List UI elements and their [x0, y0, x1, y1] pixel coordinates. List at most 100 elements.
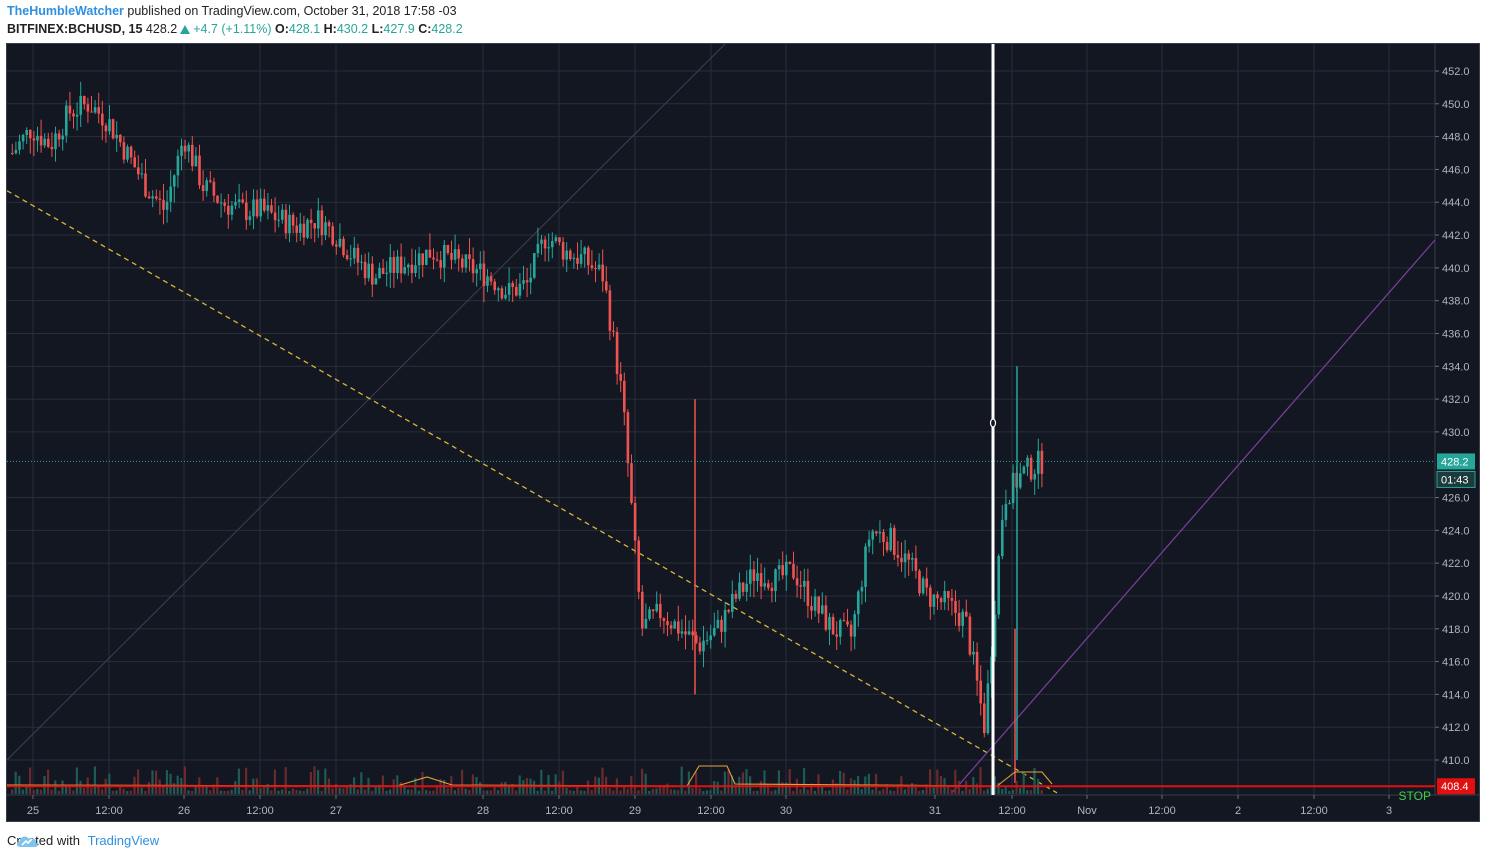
candle-body — [741, 582, 745, 592]
candle-body — [464, 254, 468, 268]
up-arrow-icon — [180, 25, 191, 34]
volume-bar — [25, 785, 28, 794]
volume-bar — [921, 789, 924, 794]
candle-body — [245, 202, 248, 221]
volume-bar — [734, 786, 737, 794]
candle-body — [561, 242, 565, 260]
candle-body — [763, 583, 766, 587]
candle-body — [1022, 466, 1026, 474]
low-label: L: — [371, 22, 384, 36]
candle-body — [270, 205, 273, 213]
time-axis-label: 25 — [27, 805, 39, 817]
volume-bar — [716, 781, 719, 794]
candle-body — [738, 582, 741, 599]
candle-body — [947, 591, 950, 598]
candle-body — [39, 135, 43, 146]
volume-bar — [878, 790, 881, 794]
volume-bar — [572, 790, 575, 794]
price-axis-label: 450.0 — [1442, 99, 1470, 111]
candle-body — [471, 259, 475, 274]
volume-bar — [309, 771, 312, 794]
price-axis-label: 444.0 — [1442, 197, 1470, 209]
candle-body — [810, 605, 813, 611]
volume-bar — [288, 790, 291, 794]
volume-bar — [1033, 768, 1036, 794]
price-axis-label: 420.0 — [1442, 591, 1470, 603]
volume-bar — [867, 773, 870, 794]
candle-body — [392, 257, 396, 273]
volume-bar — [558, 781, 561, 794]
candle-body — [1040, 450, 1044, 474]
volume-bar — [504, 781, 507, 794]
author-name[interactable]: TheHumbleWatcher — [7, 4, 124, 18]
volume-bar — [241, 789, 244, 794]
volume-bar — [756, 790, 759, 794]
candle-body — [133, 157, 136, 168]
volume-bar — [119, 785, 122, 794]
volume-bar — [792, 790, 795, 794]
time-axis-label: 27 — [330, 805, 342, 817]
candle-body — [597, 264, 601, 270]
candle-body — [648, 609, 651, 619]
candle-body — [583, 247, 586, 255]
volume-bar — [331, 788, 334, 794]
chart-panel[interactable]: 452.0 450.0 448.0 446.0 444.0 442.0 440.0 438.0… — [6, 43, 1480, 822]
volume-bar — [29, 767, 32, 794]
volume-bar — [932, 787, 935, 794]
candle-body — [695, 635, 698, 643]
volume-bar — [165, 770, 168, 794]
candle-body — [864, 546, 867, 587]
volume-bar — [295, 789, 298, 794]
candle-body — [403, 267, 406, 274]
volume-bar — [749, 776, 752, 794]
candle-body — [284, 209, 288, 234]
volume-bar — [65, 784, 68, 794]
volume-bar — [223, 790, 226, 794]
candle-body — [47, 138, 50, 147]
candle-body — [885, 541, 889, 551]
candle-body — [525, 280, 529, 283]
symbol-info-line: BITFINEX:BCHUSD, 15 428.2 +4.7 (+1.11%) O… — [7, 22, 463, 36]
price-change: +4.7 (+1.11%) — [193, 22, 272, 36]
volume-bar — [1022, 771, 1025, 794]
tradingview-link[interactable]: TradingView — [87, 833, 160, 848]
volume-bar — [389, 789, 392, 794]
candle-body — [677, 621, 680, 634]
volume-bar — [183, 766, 186, 794]
candle-body — [281, 209, 284, 220]
candle-body — [968, 616, 972, 655]
price-axis-label: 436.0 — [1442, 328, 1470, 340]
volume-bar — [799, 789, 802, 794]
candle-body — [331, 226, 334, 245]
candle-body — [14, 149, 18, 154]
candle-body — [266, 205, 270, 211]
candle-body — [479, 263, 482, 270]
candle-body — [21, 134, 25, 142]
volume-bar — [561, 770, 564, 794]
volume-bar — [75, 767, 78, 794]
candle-body — [961, 611, 964, 626]
volume-bar — [137, 769, 140, 794]
candle-body — [453, 249, 457, 260]
volume-bar — [47, 769, 50, 794]
volume-bar — [918, 790, 921, 794]
candle-body — [723, 609, 727, 632]
volume-bar — [273, 769, 276, 794]
volume-bar — [777, 770, 780, 794]
candle-body — [500, 288, 504, 299]
candle-body — [342, 238, 345, 256]
candle-body — [828, 616, 831, 630]
candle-body — [173, 175, 176, 187]
candle-body — [950, 597, 954, 601]
candle-body — [911, 558, 914, 560]
price-axis-label: 448.0 — [1442, 132, 1470, 144]
time-axis-label: 12:00 — [1148, 805, 1176, 817]
price-chart[interactable]: 452.0 450.0 448.0 446.0 444.0 442.0 440.0 438.0… — [7, 44, 1479, 821]
candle-body — [68, 105, 72, 114]
volume-bar — [648, 790, 651, 794]
candle-body — [579, 254, 583, 264]
last-price: 428.2 — [145, 22, 178, 36]
candle-body — [943, 591, 946, 603]
volume-bar — [176, 775, 179, 794]
candle-body — [684, 631, 687, 635]
